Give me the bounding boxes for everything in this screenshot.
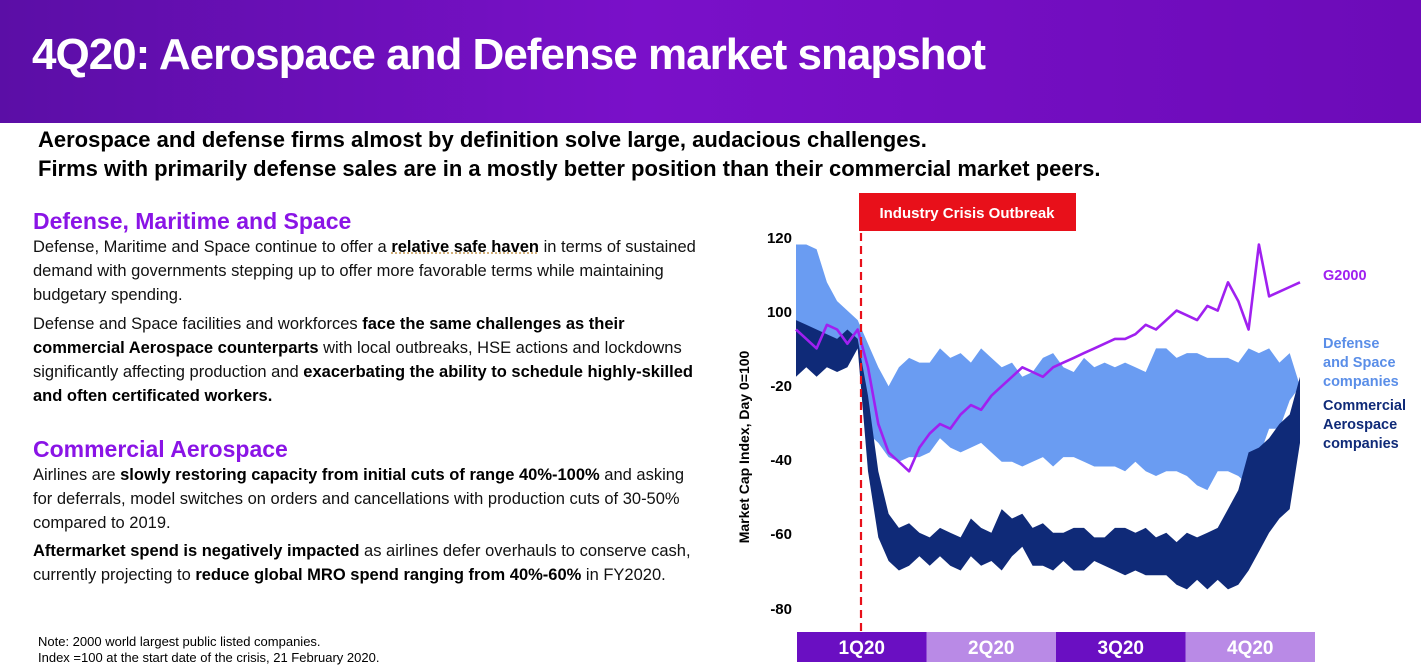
text-run-bold: reduce global MRO spend ranging from 40%… bbox=[195, 566, 582, 584]
text-run: Airlines are bbox=[33, 466, 121, 484]
commercial-paragraph-2: Aftermarket spend is negatively impacted… bbox=[33, 539, 693, 587]
text-run: in terms of sustained demand with govern… bbox=[33, 238, 696, 304]
crisis-label: Industry Crisis Outbreak bbox=[879, 205, 1055, 222]
legend-commercial-line: Aerospace bbox=[1323, 417, 1397, 433]
headline-1: Aerospace and defense firms almost by de… bbox=[38, 127, 927, 152]
defense-section-title: Defense, Maritime and Space bbox=[33, 208, 352, 234]
crisis-marker: Industry Crisis Outbreak bbox=[859, 193, 1076, 633]
text-run: and asking for deferrals, model switches… bbox=[33, 466, 685, 532]
footnote: Note: 2000 world largest public listed c… bbox=[38, 634, 379, 666]
defense-band-area bbox=[796, 244, 1300, 491]
text-run-bold: face the same challenges as their commer… bbox=[33, 315, 625, 357]
chart-lines bbox=[795, 243, 1301, 473]
text-run: Defense and Space facilities and workfor… bbox=[33, 315, 363, 333]
y-tick-label: 100 bbox=[767, 304, 792, 321]
chart-bands bbox=[796, 244, 1300, 590]
y-axis-label: Market Cap Index, Day 0=100 bbox=[736, 350, 752, 543]
footnote-line-2: Index =100 at the start date of the cris… bbox=[38, 650, 380, 665]
commercial-band-area bbox=[796, 320, 1300, 590]
y-tick-label: -80 bbox=[770, 601, 792, 618]
legend-g2000: G2000 bbox=[1323, 268, 1367, 284]
defense-paragraph-1: Defense, Maritime and Space continue to … bbox=[33, 235, 703, 307]
y-tick-label: -20 bbox=[770, 378, 792, 395]
commercial-paragraph-1: Airlines are slowly restoring capacity f… bbox=[33, 463, 693, 535]
text-run-bold: relative safe haven bbox=[391, 238, 539, 256]
defense-paragraph-2: Defense and Space facilities and workfor… bbox=[33, 312, 703, 408]
footnote-line-1: Note: 2000 world largest public listed c… bbox=[38, 634, 321, 649]
quarter-bar: 1Q20 2Q20 3Q20 4Q20 bbox=[797, 632, 1315, 662]
y-tick-label: -40 bbox=[770, 452, 792, 469]
text-run-bold: Aftermarket spend is negatively impacted bbox=[33, 542, 360, 560]
quarter-cell bbox=[1185, 632, 1315, 662]
commercial-section-title: Commercial Aerospace bbox=[33, 436, 288, 462]
legend-defense-line: companies bbox=[1323, 374, 1399, 390]
legend-defense-line: Defense bbox=[1323, 336, 1379, 352]
y-tick-label: 120 bbox=[767, 230, 792, 247]
text-run: as airlines defer overhauls to conserve … bbox=[33, 542, 691, 584]
chart-legend: G2000 Defense and Space companies Commercial… bbox=[1323, 268, 1406, 452]
text-run: in FY2020. bbox=[581, 566, 666, 584]
header-banner: 4Q20: Aerospace and Defense market snaps… bbox=[0, 0, 1421, 123]
g2000-line bbox=[795, 243, 1301, 473]
text-run: Defense, Maritime and Space continue to … bbox=[33, 238, 392, 256]
quarter-cell bbox=[926, 632, 1056, 662]
quarter-label: 1Q20 bbox=[839, 638, 885, 659]
legend-commercial-line: companies bbox=[1323, 436, 1399, 452]
quarter-label: 4Q20 bbox=[1227, 638, 1273, 659]
page-title: 4Q20: Aerospace and Defense market snaps… bbox=[32, 30, 986, 79]
crisis-label-box bbox=[859, 193, 1076, 231]
y-tick-label: -60 bbox=[770, 526, 792, 543]
market-cap-chart: 120 100 -20 -40 -60 -80 Market Cap Index, Day… bbox=[736, 193, 1406, 662]
y-axis-ticks: 120 100 -20 -40 -60 -80 bbox=[767, 230, 792, 618]
quarter-cell bbox=[1056, 632, 1186, 662]
text-run-bold: exacerbating the ability to schedule hig… bbox=[33, 363, 693, 405]
text-run: with local outbreaks, HSE actions and lo… bbox=[33, 339, 682, 381]
legend-defense-line: and Space bbox=[1323, 355, 1396, 371]
headline-2: Firms with primarily defense sales are i… bbox=[38, 156, 1101, 181]
text-run-bold: slowly restoring capacity from initial c… bbox=[120, 466, 600, 484]
quarter-label: 3Q20 bbox=[1098, 638, 1144, 659]
quarter-cell bbox=[797, 632, 927, 662]
quarter-label: 2Q20 bbox=[968, 638, 1014, 659]
legend-commercial-line: Commercial bbox=[1323, 398, 1406, 414]
